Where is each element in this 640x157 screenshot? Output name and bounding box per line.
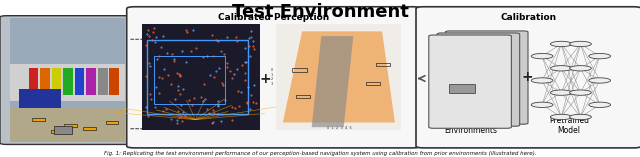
Bar bbox=[29, 68, 38, 95]
FancyBboxPatch shape bbox=[127, 7, 420, 148]
FancyBboxPatch shape bbox=[416, 7, 640, 148]
Bar bbox=[376, 63, 390, 66]
Text: +: + bbox=[260, 72, 271, 86]
Text: Fig. 1: Replicating the test environment performance of our perception-based nav: Fig. 1: Replicating the test environment… bbox=[104, 151, 536, 156]
Circle shape bbox=[531, 78, 553, 83]
Text: Pretrained
Model: Pretrained Model bbox=[549, 116, 589, 135]
Circle shape bbox=[589, 53, 611, 59]
Circle shape bbox=[531, 53, 553, 59]
FancyBboxPatch shape bbox=[437, 33, 520, 126]
Bar bbox=[10, 18, 125, 142]
Bar bbox=[86, 68, 96, 95]
Bar bbox=[98, 68, 108, 95]
Text: +: + bbox=[522, 70, 533, 84]
Bar bbox=[40, 68, 50, 95]
FancyBboxPatch shape bbox=[445, 31, 528, 124]
Circle shape bbox=[550, 90, 572, 95]
Bar bbox=[106, 121, 118, 124]
Bar bbox=[366, 82, 380, 85]
Bar bbox=[449, 84, 475, 93]
Circle shape bbox=[570, 41, 591, 47]
Bar bbox=[32, 118, 45, 121]
FancyBboxPatch shape bbox=[429, 35, 511, 128]
Bar bbox=[296, 95, 310, 98]
Bar bbox=[54, 126, 72, 134]
Bar bbox=[64, 124, 77, 127]
Text: 0  1  2  3  4  5: 0 1 2 3 4 5 bbox=[326, 126, 351, 130]
Bar bbox=[19, 89, 61, 108]
Circle shape bbox=[550, 66, 572, 71]
Text: 0
1
2
3: 0 1 2 3 bbox=[271, 68, 273, 86]
Bar bbox=[10, 64, 125, 101]
Bar bbox=[142, 24, 260, 130]
Bar bbox=[292, 68, 307, 72]
Polygon shape bbox=[312, 36, 353, 127]
Circle shape bbox=[570, 90, 591, 95]
Bar bbox=[147, 40, 248, 114]
Circle shape bbox=[550, 41, 572, 47]
Bar bbox=[83, 127, 96, 130]
Bar bbox=[10, 107, 125, 142]
Text: Test Environment: Test Environment bbox=[232, 3, 408, 21]
Circle shape bbox=[531, 102, 553, 107]
Bar bbox=[51, 130, 64, 133]
Bar bbox=[63, 68, 73, 95]
Circle shape bbox=[570, 66, 591, 71]
Text: Calibrated Perception: Calibrated Perception bbox=[218, 13, 329, 22]
Bar bbox=[75, 68, 84, 95]
FancyBboxPatch shape bbox=[0, 16, 134, 144]
Circle shape bbox=[589, 78, 611, 83]
Polygon shape bbox=[283, 31, 395, 122]
Text: Calibration: Calibration bbox=[500, 13, 557, 22]
Circle shape bbox=[570, 114, 591, 120]
Bar bbox=[109, 68, 119, 95]
Bar bbox=[52, 68, 61, 95]
Bar bbox=[154, 56, 225, 104]
Circle shape bbox=[550, 114, 572, 120]
Circle shape bbox=[589, 102, 611, 107]
Text: Environments: Environments bbox=[444, 126, 497, 135]
Bar bbox=[276, 24, 401, 130]
